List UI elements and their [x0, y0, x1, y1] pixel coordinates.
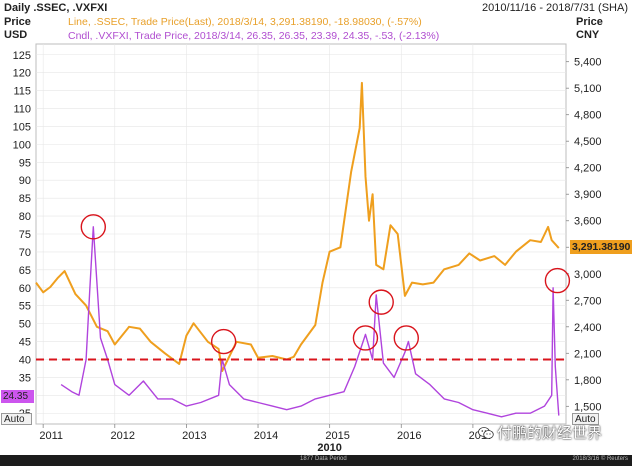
left-tick-label: 95 — [19, 157, 31, 169]
left-tick-label: 105 — [13, 121, 31, 133]
data-period-label: 1877 Data Period — [300, 456, 347, 462]
highlight-circle — [393, 325, 419, 351]
left-axis-title-line1: Price — [4, 16, 31, 28]
left-tick-label: 45 — [19, 337, 31, 349]
left-tick-label: 60 — [19, 283, 31, 295]
highlight-circle — [352, 325, 379, 351]
left-tick-label: 100 — [13, 139, 31, 151]
highlight-circle — [210, 328, 237, 355]
right-axis-title-line2: CNY — [576, 29, 600, 41]
left-tick-label: 120 — [13, 68, 31, 80]
right-tick-label: 4,500 — [574, 136, 602, 148]
left-tick-label: 85 — [19, 193, 31, 205]
watermark: 付鹏的财经世界 — [478, 422, 602, 443]
right-tick-label: 3,600 — [574, 216, 602, 228]
left-tick-label: 90 — [19, 175, 31, 187]
left-tick-label: 40 — [19, 354, 31, 366]
highlight-circle — [80, 214, 106, 240]
right-tick-label: 4,200 — [574, 163, 602, 175]
x-tick-label: 2012 — [111, 430, 135, 442]
vxfxi-last-value-tag: 24.35 — [1, 390, 34, 403]
right-tick-label: 5,400 — [574, 57, 602, 69]
vxfxi-series-line — [60, 226, 560, 418]
left-tick-label: 75 — [19, 229, 31, 241]
right-tick-label: 3,000 — [574, 269, 602, 281]
ssec-legend: Line, .SSEC, Trade Price(Last), 2018/3/1… — [68, 16, 422, 28]
x-tick-label: 2014 — [254, 430, 278, 442]
right-tick-label: 2,400 — [574, 322, 602, 334]
right-tick-label: 5,100 — [574, 83, 602, 95]
left-tick-label: 35 — [19, 372, 31, 384]
vxfxi-legend: Cndl, .VXFXI, Trade Price, 2018/3/14, 26… — [68, 30, 440, 42]
right-axis-title-line1: Price — [576, 16, 603, 28]
x-tick-label: 2011 — [39, 430, 63, 442]
footer-timestamp: 2018/3/16 © Reuters — [572, 456, 628, 462]
right-tick-label: 2,100 — [574, 348, 602, 360]
right-tick-label: 3,900 — [574, 189, 602, 201]
left-axis-title-line2: USD — [4, 29, 28, 41]
right-tick-label: 1,500 — [574, 401, 602, 413]
left-tick-label: 65 — [19, 265, 31, 277]
right-tick-label: 1,800 — [574, 375, 602, 387]
ssec-last-value-tag: 3,291.38190 — [570, 240, 632, 254]
left-auto-scale-button[interactable]: Auto — [1, 413, 32, 425]
watermark-text: 付鹏的财经世界 — [497, 425, 603, 442]
left-tick-label: 110 — [13, 104, 31, 116]
left-tick-label: 115 — [13, 86, 31, 98]
right-tick-label: 2,700 — [574, 295, 602, 307]
x-tick-label: 2015 — [325, 430, 349, 442]
ssec-series-line — [35, 81, 560, 372]
date-range: 2010/11/16 - 2018/7/31 (SHA) — [482, 2, 628, 14]
highlight-circle — [544, 267, 571, 294]
left-tick-label: 80 — [19, 211, 31, 223]
left-tick-label: 50 — [19, 319, 31, 331]
x-axis-year-label: 2010 — [317, 442, 341, 454]
right-tick-label: 4,800 — [574, 110, 602, 122]
x-tick-label: 2016 — [397, 430, 421, 442]
highlight-circle — [368, 289, 394, 315]
right-auto-scale-button[interactable]: Auto — [572, 413, 599, 425]
wechat-icon — [478, 427, 494, 439]
chart-title: Daily .SSEC, .VXFXI — [4, 2, 108, 14]
left-tick-label: 55 — [19, 301, 31, 313]
left-tick-label: 125 — [13, 50, 31, 62]
status-bar: 1877 Data Period 2018/3/16 © Reuters — [0, 455, 632, 466]
left-tick-label: 70 — [19, 247, 31, 259]
x-tick-label: 2013 — [182, 430, 206, 442]
